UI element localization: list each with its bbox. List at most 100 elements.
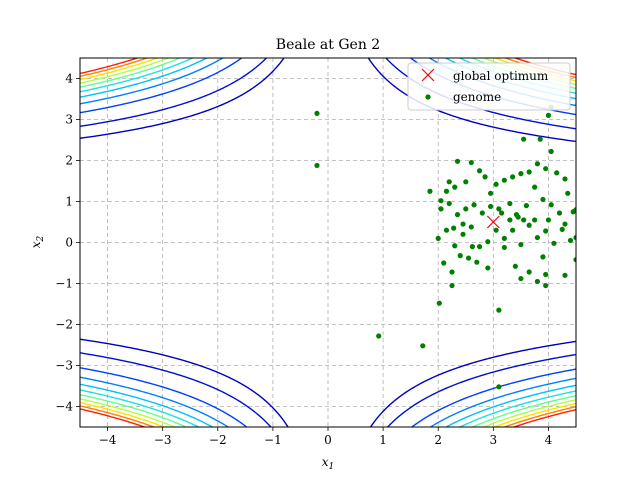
genome-point: [507, 200, 513, 207]
genome-point: [545, 217, 552, 223]
genome-point: [435, 235, 441, 241]
y-tick-label: −2: [55, 318, 73, 332]
genome-point: [567, 237, 574, 244]
genome-point: [526, 222, 532, 228]
x-axis-label: x1: [322, 455, 335, 472]
genome-point: [487, 203, 494, 210]
genome-point: [518, 171, 524, 177]
genome-point: [463, 179, 469, 185]
x-tick-label: 1: [379, 433, 387, 447]
genome-point: [496, 384, 502, 390]
genome-point: [501, 244, 507, 251]
genome-point: [451, 225, 457, 231]
x-tick-label: −1: [264, 433, 282, 447]
genome-point: [501, 177, 507, 183]
y-tick-label: 4: [65, 72, 73, 86]
x-tick-label: 0: [324, 433, 332, 447]
genome-point: [460, 221, 466, 227]
genome-point: [452, 184, 458, 190]
grid: [80, 58, 576, 427]
genome-point: [543, 228, 549, 234]
genome-point: [532, 184, 538, 190]
genome-point: [562, 221, 568, 227]
y-tick-label: −1: [55, 277, 73, 291]
genome-point: [449, 282, 455, 289]
genome-point: [523, 203, 530, 209]
genome-point: [534, 234, 541, 241]
genome-point: [446, 179, 452, 185]
genome-point: [562, 272, 568, 278]
genome-point: [443, 188, 450, 194]
genome-point: [537, 136, 543, 142]
y-tick-label: −4: [55, 400, 73, 414]
genome-point: [573, 234, 576, 241]
genome-point: [545, 112, 552, 118]
genome-point: [487, 190, 494, 196]
genome-point: [476, 244, 483, 250]
genome-point: [438, 206, 444, 212]
genome-point: [314, 110, 320, 116]
y-tick-label: 2: [65, 154, 73, 168]
genome-point: [534, 278, 541, 285]
y-tick-label: −3: [55, 359, 73, 373]
legend-marker-dot: [425, 94, 431, 100]
genome-point: [314, 162, 320, 169]
axis-ticks: −4 −3 −2 −1 0 1 2 3 4 −4 −3 −2 −1 0 1 2 3 4: [55, 72, 552, 448]
genome-point: [482, 174, 488, 180]
genome-point: [496, 206, 502, 212]
legend-marker-x: [421, 68, 435, 82]
genome-point: [454, 158, 461, 164]
genome-point: [471, 202, 477, 208]
genome-point: [457, 253, 463, 259]
genome-point: [559, 226, 565, 232]
legend-box: [407, 62, 571, 111]
genome-point: [449, 269, 455, 275]
genome-point: [474, 259, 480, 265]
genome-point: [532, 217, 538, 223]
genome-point: [510, 174, 516, 180]
genome-point: [513, 212, 520, 218]
genome-point: [573, 257, 576, 263]
genome-point: [507, 217, 513, 223]
genome-point: [454, 212, 461, 218]
x-tick-label: −2: [209, 433, 227, 447]
legend-label-global-optimum: global optimum: [453, 69, 549, 83]
y-tick-label: 1: [65, 195, 73, 209]
genome-point: [496, 307, 502, 313]
genome-point: [548, 148, 554, 155]
genome-point: [441, 260, 447, 266]
genome-point: [518, 275, 524, 282]
genome-point: [479, 210, 485, 216]
genome-point: [551, 240, 557, 246]
genome-point: [465, 255, 472, 261]
contour-level-line: [80, 58, 576, 427]
genome-point: [512, 263, 518, 269]
genome-point: [526, 169, 532, 175]
genome-point: [534, 161, 541, 167]
genome-point: [543, 166, 549, 172]
x-tick-label: 3: [490, 433, 498, 447]
x-tick-label: −4: [99, 433, 117, 447]
genome-point: [510, 227, 516, 233]
genome-point: [476, 168, 483, 174]
genome-point: [376, 333, 382, 339]
genome-point: [565, 190, 571, 196]
y-axis-label: x2: [29, 235, 46, 248]
genome-point: [562, 176, 568, 182]
genome-point: [554, 170, 560, 176]
genome-point: [573, 207, 576, 213]
genome-point: [446, 200, 452, 207]
legend: global optimum genome: [407, 62, 571, 111]
global-optimum-marker: [486, 215, 500, 229]
genome-point: [501, 235, 507, 241]
y-tick-label: 3: [65, 113, 73, 127]
genome-point: [493, 227, 499, 233]
genome-point: [485, 239, 491, 245]
genome-point: [521, 136, 527, 142]
genome-point: [556, 210, 563, 216]
y-tick-label: 0: [65, 236, 73, 250]
genome-point: [526, 269, 532, 275]
x-tick-label: 2: [434, 433, 442, 447]
genome-point: [543, 282, 549, 289]
